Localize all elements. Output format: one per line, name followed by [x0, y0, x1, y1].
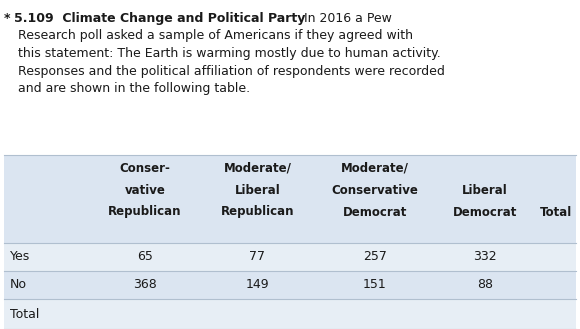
Text: 77: 77 — [249, 250, 266, 264]
Text: No: No — [10, 279, 27, 291]
Text: 368: 368 — [133, 279, 157, 291]
Text: 332: 332 — [473, 250, 497, 264]
Text: Responses and the political affiliation of respondents were recorded: Responses and the political affiliation … — [18, 64, 445, 78]
Text: Republican: Republican — [108, 206, 182, 218]
Text: Total: Total — [10, 308, 39, 320]
Text: Democrat: Democrat — [453, 206, 517, 218]
Text: Moderate/: Moderate/ — [341, 162, 409, 174]
Text: 65: 65 — [137, 250, 153, 264]
Text: Moderate/: Moderate/ — [223, 162, 291, 174]
Text: Total: Total — [539, 206, 572, 218]
Text: Yes: Yes — [10, 250, 30, 264]
Text: *: * — [4, 12, 10, 25]
Text: Republican: Republican — [221, 206, 294, 218]
Bar — [4, 299, 576, 329]
Text: vative: vative — [125, 184, 165, 196]
Text: Liberal: Liberal — [462, 184, 508, 196]
Bar — [4, 155, 576, 329]
Bar — [4, 243, 576, 271]
Text: Conservative: Conservative — [332, 184, 418, 196]
Text: Conser-: Conser- — [119, 162, 171, 174]
Text: Democrat: Democrat — [343, 206, 407, 218]
Text: 257: 257 — [363, 250, 387, 264]
Text: 5.109  Climate Change and Political Party: 5.109 Climate Change and Political Party — [14, 12, 306, 25]
Text: 151: 151 — [363, 279, 387, 291]
Text: and are shown in the following table.: and are shown in the following table. — [18, 82, 250, 95]
Text: this statement: The Earth is warming mostly due to human activity.: this statement: The Earth is warming mos… — [18, 47, 441, 60]
Text: 88: 88 — [477, 279, 493, 291]
Text: Liberal: Liberal — [235, 184, 280, 196]
Text: Research poll asked a sample of Americans if they agreed with: Research poll asked a sample of American… — [18, 30, 413, 42]
Text: 149: 149 — [246, 279, 269, 291]
Text: In 2016 a Pew: In 2016 a Pew — [300, 12, 392, 25]
